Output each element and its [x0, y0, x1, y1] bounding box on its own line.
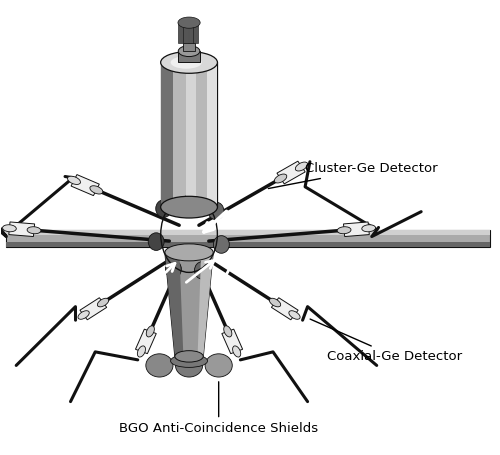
Polygon shape — [186, 62, 196, 207]
Polygon shape — [183, 43, 195, 51]
Ellipse shape — [170, 354, 207, 367]
Polygon shape — [194, 23, 198, 43]
Ellipse shape — [138, 346, 145, 357]
Ellipse shape — [146, 326, 154, 337]
Ellipse shape — [176, 354, 203, 377]
Polygon shape — [71, 175, 100, 196]
Polygon shape — [6, 242, 490, 248]
Polygon shape — [6, 230, 490, 248]
Polygon shape — [165, 253, 213, 356]
Polygon shape — [165, 253, 184, 356]
Ellipse shape — [90, 186, 103, 194]
Polygon shape — [198, 253, 213, 356]
Ellipse shape — [208, 202, 224, 220]
Polygon shape — [207, 62, 218, 207]
Ellipse shape — [146, 354, 173, 377]
Polygon shape — [183, 23, 188, 43]
Ellipse shape — [178, 17, 200, 28]
Ellipse shape — [289, 311, 300, 319]
Polygon shape — [344, 222, 369, 237]
Ellipse shape — [148, 233, 164, 250]
Ellipse shape — [296, 162, 308, 171]
Ellipse shape — [166, 260, 182, 278]
Ellipse shape — [274, 174, 287, 183]
Ellipse shape — [160, 51, 218, 73]
Polygon shape — [188, 23, 194, 43]
Polygon shape — [9, 222, 34, 237]
Ellipse shape — [214, 236, 230, 253]
Polygon shape — [272, 298, 298, 320]
Ellipse shape — [165, 244, 213, 261]
Ellipse shape — [337, 227, 351, 234]
Polygon shape — [178, 51, 200, 62]
Ellipse shape — [270, 298, 280, 307]
Text: Cluster-Ge Detector: Cluster-Ge Detector — [268, 162, 438, 188]
Ellipse shape — [170, 56, 202, 69]
Text: Coaxial-Ge Detector: Coaxial-Ge Detector — [310, 319, 462, 363]
Ellipse shape — [156, 200, 172, 217]
Polygon shape — [160, 62, 173, 207]
Ellipse shape — [27, 227, 41, 234]
Ellipse shape — [232, 346, 240, 357]
Text: BGO Anti-Coincidence Shields: BGO Anti-Coincidence Shields — [119, 382, 318, 435]
Polygon shape — [80, 298, 106, 320]
Ellipse shape — [175, 351, 203, 362]
Ellipse shape — [160, 196, 218, 218]
Polygon shape — [222, 329, 242, 354]
Ellipse shape — [224, 326, 232, 337]
Polygon shape — [160, 62, 218, 207]
Ellipse shape — [362, 225, 376, 232]
Polygon shape — [6, 230, 490, 234]
Polygon shape — [178, 23, 182, 43]
Ellipse shape — [68, 176, 80, 184]
Ellipse shape — [182, 186, 198, 204]
Ellipse shape — [178, 46, 200, 56]
Polygon shape — [277, 161, 305, 184]
Polygon shape — [136, 329, 156, 354]
Ellipse shape — [2, 225, 16, 232]
Ellipse shape — [194, 262, 210, 279]
Ellipse shape — [205, 354, 233, 377]
Ellipse shape — [78, 311, 90, 319]
Ellipse shape — [98, 298, 108, 307]
